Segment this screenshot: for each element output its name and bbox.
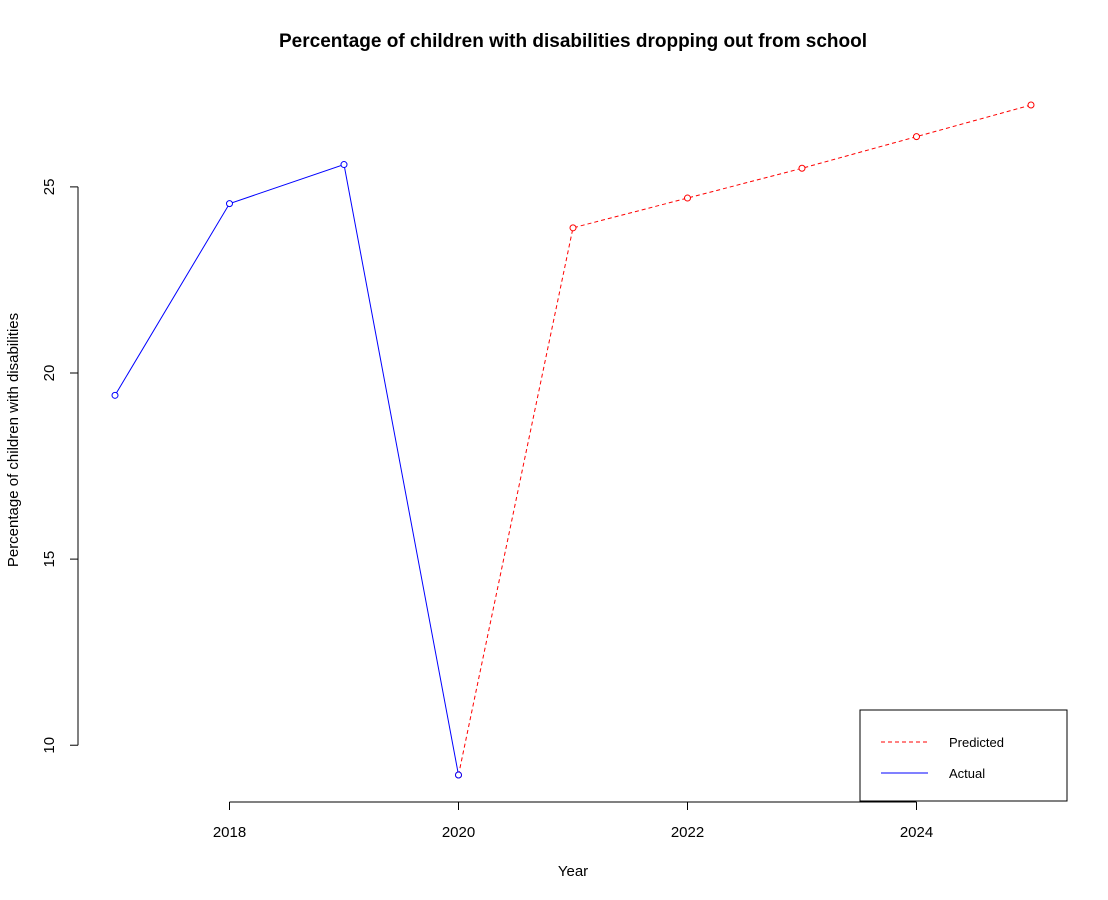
x-tick-label: 2018 — [213, 824, 246, 841]
chart-title: Percentage of children with disabilities… — [279, 31, 867, 52]
data-point — [111, 391, 119, 399]
y-tick-label: 25 — [41, 179, 58, 196]
x-tick-label: 2024 — [900, 824, 933, 841]
data-point — [1027, 101, 1035, 109]
series-line-predicted — [458, 104, 1032, 776]
data-point — [913, 133, 920, 141]
y-tick-label: 10 — [41, 737, 58, 754]
series-predicted — [455, 101, 1035, 779]
data-point — [340, 161, 348, 169]
x-tick-label: 2020 — [442, 824, 475, 841]
data-point — [798, 164, 806, 172]
x-axis-label: Year — [558, 863, 588, 880]
series-layer — [111, 101, 1035, 779]
x-tick-label: 2022 — [671, 824, 704, 841]
legend-label: Predicted — [949, 735, 1004, 750]
data-point — [226, 200, 233, 208]
data-point — [684, 194, 691, 202]
data-point — [569, 224, 577, 232]
series-actual — [111, 161, 462, 779]
y-tick-label: 15 — [41, 551, 58, 568]
axes: 2018 2020 2022 2024 10 15 20 25 — [41, 179, 933, 841]
legend: Predicted Actual — [859, 709, 1068, 802]
series-line-actual — [114, 163, 459, 776]
legend-box — [859, 709, 1068, 802]
data-point — [455, 771, 462, 779]
y-axis-label: Percentage of children with disabilities — [5, 313, 22, 567]
y-tick-label: 20 — [41, 365, 58, 382]
legend-label: Actual — [949, 766, 985, 781]
